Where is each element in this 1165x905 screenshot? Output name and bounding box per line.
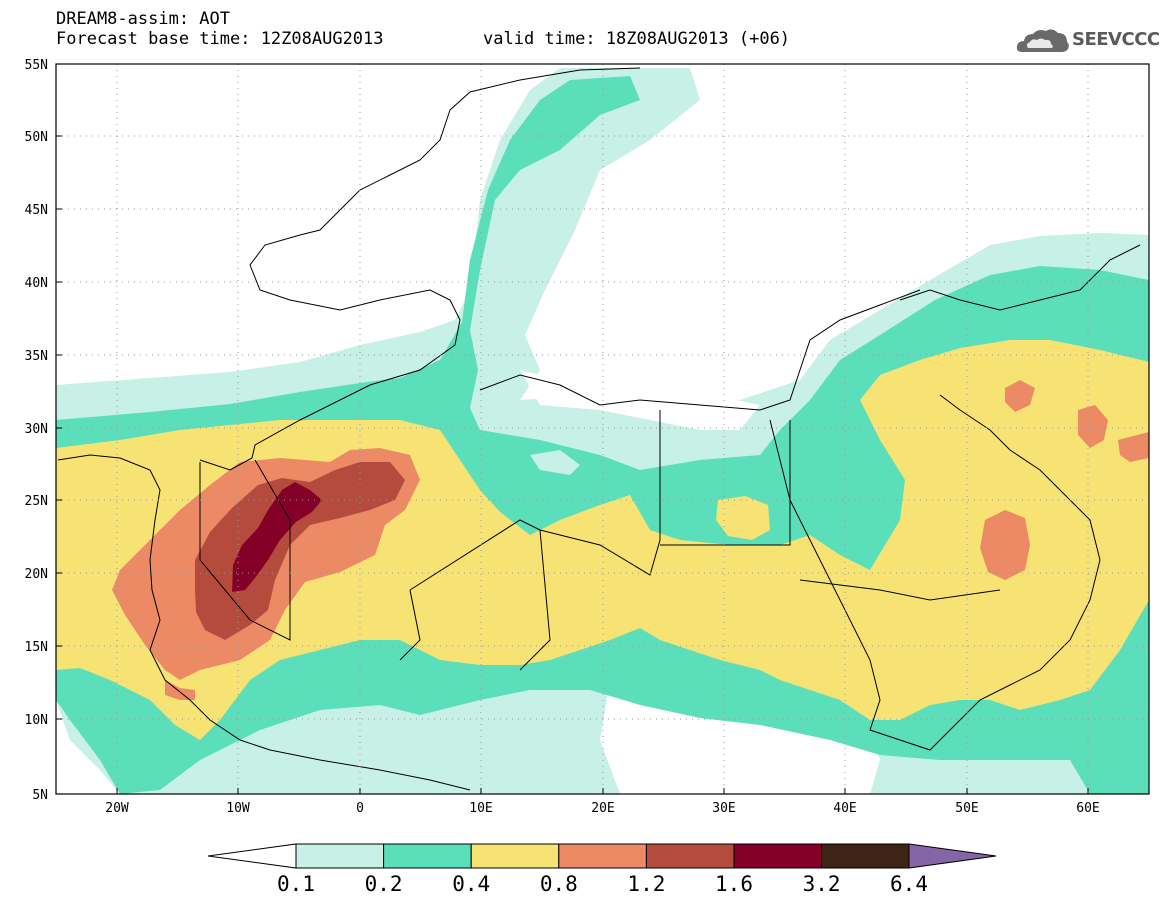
colorbar-segment (383, 843, 472, 869)
lat-label: 40N (25, 276, 48, 291)
colorbar-label: 6.4 (890, 872, 928, 896)
colorbar-label: 0.8 (540, 872, 578, 896)
lat-label: 35N (25, 349, 48, 364)
colorbar-label: 0.4 (452, 872, 490, 896)
lon-label: 50E (955, 801, 978, 816)
seevccc-logo: SEEVCCC (1016, 26, 1160, 56)
lat-label: 20N (25, 567, 48, 582)
lon-label: 20W (105, 801, 129, 816)
colorbar-segment-over (908, 843, 997, 869)
map-title: DREAM8-assim: AOT (56, 9, 230, 29)
longitude-labels: 20W 10W 0 10E 20E 30E 40E 50E 60E (105, 801, 1099, 816)
lat-label: 5N (32, 788, 48, 803)
colorbar-segment (645, 843, 735, 869)
colorbar-segment (470, 843, 560, 869)
lon-label: 20E (591, 801, 614, 816)
colorbar-label: 1.2 (627, 872, 665, 896)
colorbar-segment (821, 843, 910, 869)
lat-label: 10N (25, 713, 48, 728)
gridlines (56, 64, 1149, 794)
colorbar-label: 0.1 (277, 872, 315, 896)
lon-label: 0 (356, 801, 364, 816)
colorbar-segment (558, 843, 647, 869)
lat-label: 50N (25, 130, 48, 145)
colorbar-segment (733, 843, 823, 869)
lat-label: 25N (25, 494, 48, 509)
colorbar-segment-under (207, 843, 297, 869)
lat-label: 15N (25, 640, 48, 655)
aot-band-1.2-1.6 (195, 462, 405, 640)
cloud-icon (1016, 29, 1069, 52)
colorbar-label: 1.6 (715, 872, 753, 896)
lat-label: 55N (25, 58, 48, 73)
lon-label: 60E (1076, 801, 1099, 816)
lon-label: 40E (833, 801, 856, 816)
colorbar-segment (295, 843, 385, 869)
lon-label: 10W (226, 801, 250, 816)
lon-label: 10E (469, 801, 492, 816)
valid-time: valid time: 18Z08AUG2013 (+06) (483, 29, 791, 49)
lat-label: 45N (25, 203, 48, 218)
tick-marks (56, 135, 1089, 794)
lon-label: 30E (712, 801, 735, 816)
aot-band-0.4-0.8 (56, 340, 1149, 740)
latitude-labels: 55N 50N 45N 40N 35N 30N 25N 20N 15N 10N … (25, 58, 48, 803)
colorbar-label: 3.2 (803, 872, 841, 896)
colorbar-label: 0.2 (365, 872, 403, 896)
logo-text: SEEVCCC (1072, 29, 1160, 50)
lat-label: 30N (25, 422, 48, 437)
coastlines (57, 67, 1141, 791)
forecast-base-time: Forecast base time: 12Z08AUG2013 (56, 29, 384, 49)
aot-band-1.6-3.2 (232, 482, 322, 592)
